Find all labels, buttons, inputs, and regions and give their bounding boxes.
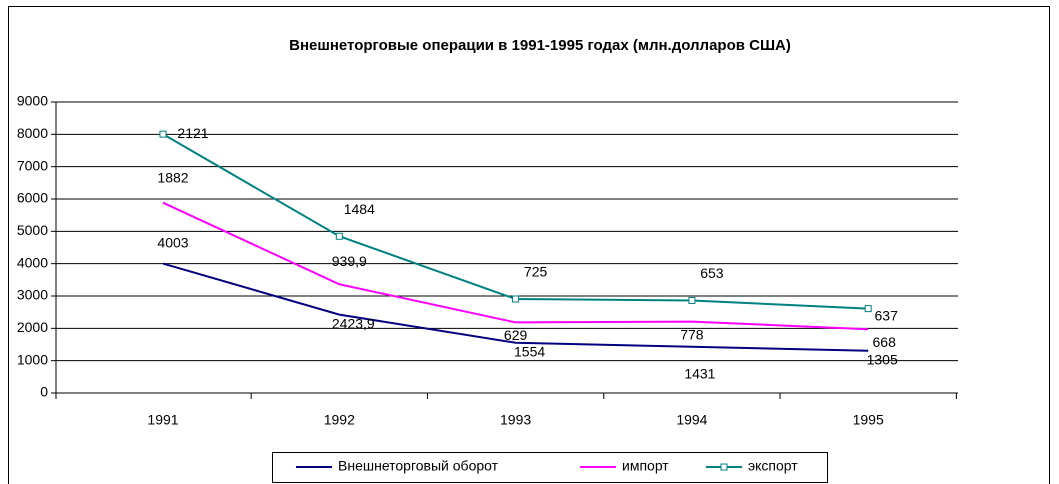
data-label: 2121 — [177, 125, 208, 141]
legend-marker — [720, 463, 728, 471]
data-label: 637 — [875, 307, 899, 323]
y-tick-label: 7000 — [17, 157, 48, 173]
y-tick-label: 0 — [40, 384, 48, 400]
point-marker — [864, 305, 872, 313]
x-tick-label: 1993 — [500, 412, 531, 428]
x-tick-label: 1994 — [676, 412, 707, 428]
y-tick-label: 8000 — [17, 125, 48, 141]
series-line — [162, 262, 869, 352]
y-tick-label: 9000 — [17, 93, 48, 109]
x-tick-label: 1995 — [853, 412, 884, 428]
chart-frame — [8, 6, 1050, 484]
data-label: 939,9 — [332, 253, 367, 269]
legend-label: экспорт — [748, 458, 798, 474]
data-label: 778 — [680, 326, 704, 342]
y-tick-label: 1000 — [17, 351, 48, 367]
y-tick-label: 5000 — [17, 222, 48, 238]
series-line — [162, 201, 869, 331]
point-marker — [335, 232, 343, 240]
data-label: 1554 — [514, 343, 545, 359]
data-label: 1882 — [157, 169, 188, 185]
point-marker — [512, 295, 520, 303]
data-label: 668 — [873, 334, 897, 350]
chart-title: Внешнеторговые операции в 1991-1995 года… — [289, 37, 791, 54]
data-label: 725 — [524, 264, 548, 280]
legend-label: импорт — [622, 458, 669, 474]
data-label: 1431 — [684, 365, 715, 381]
data-label: 629 — [504, 327, 528, 343]
data-label: 2423,9 — [332, 315, 375, 331]
data-label: 653 — [700, 265, 724, 281]
y-tick-label: 2000 — [17, 319, 48, 335]
y-tick-label: 6000 — [17, 190, 48, 206]
data-label: 1484 — [344, 201, 375, 217]
data-label: 4003 — [157, 234, 188, 250]
x-tick-label: 1991 — [147, 412, 178, 428]
legend-label: Внешнеторговый оборот — [338, 458, 499, 474]
legend: Внешнеторговый оборот импорт экспорт — [272, 452, 828, 483]
x-tick-label: 1992 — [324, 412, 355, 428]
data-label: 1305 — [867, 352, 898, 368]
point-marker — [688, 296, 696, 304]
y-tick-label: 3000 — [17, 287, 48, 303]
y-tick-label: 4000 — [17, 254, 48, 270]
point-marker — [159, 130, 167, 138]
